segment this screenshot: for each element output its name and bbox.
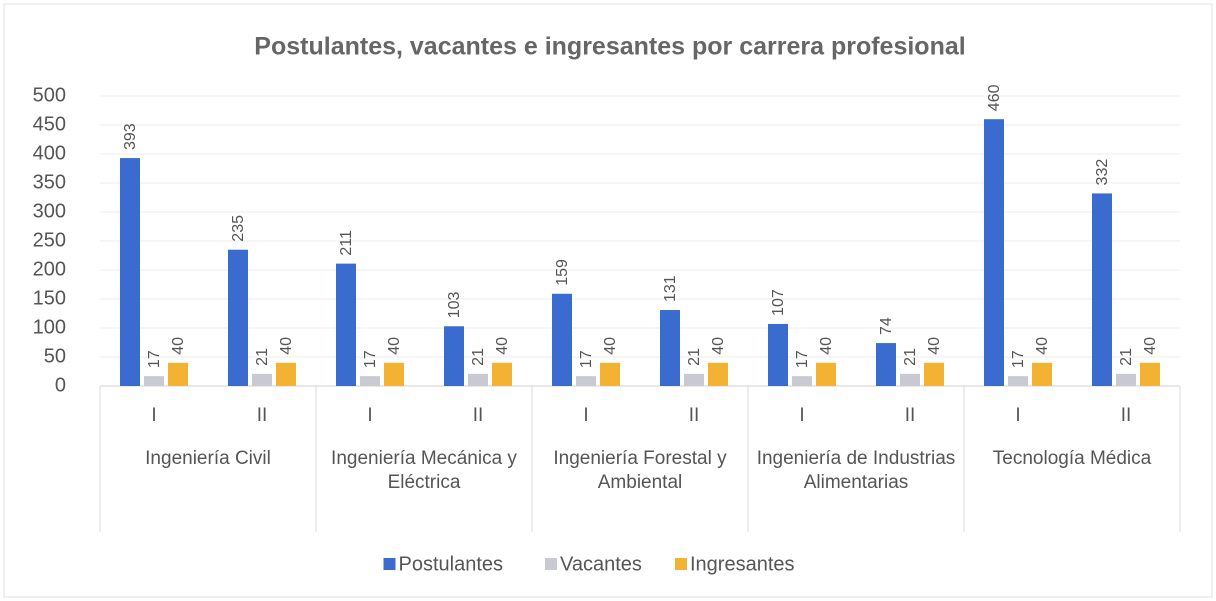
data-label: 107	[770, 289, 787, 316]
data-label: 21	[254, 348, 271, 366]
group-label: Tecnología Médica	[992, 448, 1152, 469]
bar	[876, 343, 896, 386]
bar	[1032, 362, 1052, 386]
y-tick-label: 400	[33, 142, 66, 164]
data-label: 40	[1034, 337, 1051, 355]
data-label: 159	[554, 259, 571, 286]
data-label: 17	[1010, 350, 1027, 368]
x-tick-label: I	[367, 405, 372, 426]
data-label: 235	[230, 215, 247, 242]
x-tick-label: II	[1121, 405, 1132, 426]
y-tick-label: 250	[33, 229, 66, 251]
bar	[1008, 376, 1028, 386]
data-label: 17	[578, 350, 595, 368]
bar	[708, 362, 728, 386]
group-label: Ingeniería Forestal y Ambiental	[553, 448, 727, 493]
y-tick-label: 500	[33, 84, 66, 106]
data-label: 21	[902, 348, 919, 366]
data-label: 40	[494, 337, 511, 355]
x-tick-label: I	[799, 405, 804, 426]
x-tick-label: II	[905, 405, 916, 426]
data-label: 131	[662, 275, 679, 302]
x-tick-label: I	[583, 405, 588, 426]
y-tick-label: 450	[33, 113, 66, 135]
bar	[228, 249, 248, 386]
bar	[684, 373, 704, 386]
bar	[1092, 193, 1112, 386]
data-label: 40	[710, 337, 727, 355]
x-tick-label: II	[257, 405, 268, 426]
bar	[120, 158, 140, 386]
x-tick-label: II	[689, 405, 700, 426]
data-label: 103	[446, 291, 463, 318]
y-tick-label: 200	[33, 258, 66, 280]
bar	[252, 373, 272, 386]
data-label: 21	[686, 348, 703, 366]
legend-label: Vacantes	[560, 553, 642, 575]
bar	[768, 323, 788, 386]
data-label: 40	[170, 337, 187, 355]
bar	[276, 362, 296, 386]
bar	[468, 373, 488, 386]
bar	[336, 263, 356, 386]
legend-label: Postulantes	[399, 553, 504, 575]
y-tick-label: 0	[55, 374, 66, 396]
data-label: 332	[1094, 159, 1111, 186]
bar	[600, 362, 620, 386]
legend-swatch	[545, 558, 557, 570]
data-label: 17	[146, 350, 163, 368]
chart-title: Postulantes, vacantes e ingresantes por …	[254, 33, 965, 61]
bar	[144, 376, 164, 386]
chart-frame	[3, 3, 1213, 598]
data-label: 211	[338, 230, 355, 256]
data-label: 460	[986, 84, 1003, 111]
data-label: 21	[470, 348, 487, 366]
legend-swatch	[383, 558, 396, 570]
bar	[552, 293, 572, 386]
bar	[492, 362, 512, 386]
data-label: 40	[602, 337, 619, 355]
data-label: 74	[878, 317, 895, 335]
data-label: 21	[1118, 348, 1135, 366]
group-label: Ingeniería de Industrias Alimentarias	[756, 448, 956, 493]
bar	[1116, 373, 1136, 386]
bar	[444, 326, 464, 386]
x-tick-label: I	[151, 405, 156, 426]
y-tick-label: 50	[44, 345, 66, 367]
bar	[792, 376, 812, 386]
bar	[384, 362, 404, 386]
data-label: 40	[386, 337, 403, 355]
group-label: Ingeniería Civil	[145, 448, 271, 469]
data-label: 40	[926, 337, 943, 355]
group-label: Ingeniería Mecánica y Eléctrica	[331, 448, 517, 493]
bar	[924, 362, 944, 386]
bar	[816, 362, 836, 386]
y-tick-label: 300	[33, 200, 66, 222]
bar	[900, 373, 920, 386]
y-tick-label: 150	[33, 287, 66, 309]
legend-label: Ingresantes	[690, 553, 795, 575]
bar	[660, 310, 680, 386]
x-tick-label: I	[1015, 405, 1020, 426]
y-tick-label: 350	[33, 171, 66, 193]
data-label: 40	[1142, 337, 1159, 355]
data-label: 17	[362, 350, 379, 368]
data-label: 40	[818, 337, 835, 355]
bar	[360, 376, 380, 386]
data-label: 393	[122, 123, 139, 150]
bar	[168, 362, 188, 386]
data-label: 40	[278, 337, 295, 355]
bar	[576, 376, 596, 386]
data-label: 17	[794, 350, 811, 368]
x-tick-label: II	[473, 405, 484, 426]
bar	[1140, 362, 1160, 386]
bar	[984, 119, 1004, 386]
y-tick-label: 100	[33, 316, 66, 338]
legend-swatch	[675, 558, 687, 570]
